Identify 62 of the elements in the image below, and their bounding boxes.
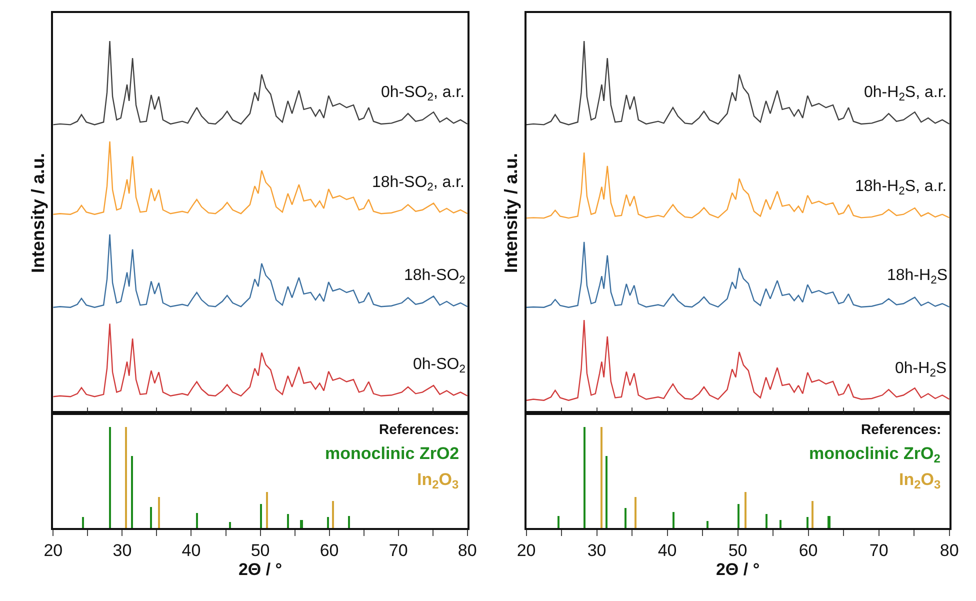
x-tick-label: 20 [516,541,536,560]
x-tick-label: 80 [458,541,477,560]
bar [811,501,814,528]
bar [260,504,262,528]
legend-title: References: [379,421,460,437]
text: In$_{2}$O$_{3}$ [417,470,459,492]
bar [744,492,746,528]
x-tick-label: 70 [388,541,408,560]
x-axis-title: 2Θ / ° [716,560,760,580]
series-label: 18h-H$_{2}$S [887,267,948,286]
bar [150,507,152,528]
x-tick-label: 60 [320,541,339,560]
bar [300,520,304,528]
legend-title: References: [861,421,942,437]
bar [600,427,602,528]
bar [332,501,334,528]
series-label: 18h-SO$_{2}$ [404,267,466,286]
x-axis-title: 2Θ / ° [238,560,282,580]
bar [109,427,112,528]
x-tick-label: 40 [658,541,677,560]
series-label: 18h-H$_{2}$S, a.r. [855,178,947,198]
series-label: 18h-SO$_{2}$, a.r. [372,174,464,194]
bar [634,497,636,528]
x-tick-label: 40 [182,541,201,560]
series-label: 0h-SO$_{2}$, a.r. [381,84,465,104]
y-axis-title: Intensity / a.u. [28,152,48,274]
bar [583,427,586,528]
bar [82,517,84,528]
x-tick-label: 30 [587,541,606,560]
text: monoclinic ZrO2 [325,444,460,463]
bar [827,516,830,528]
x-tick-label: 20 [44,541,63,560]
bar [806,517,808,528]
bar [779,520,782,528]
bar [624,508,626,528]
series-label: 0h-SO$_{2}$ [413,356,466,376]
bar [348,516,350,528]
x-tick-label: 60 [798,541,818,560]
x-tick-label: 70 [869,541,888,560]
series-label: 0h-H$_{2}$S [895,360,947,380]
bar [605,456,608,528]
bar [765,514,768,528]
bar [196,513,198,528]
x-tick-label: 50 [250,541,270,560]
text: monoclinic ZrO$_{2}$ [809,444,941,466]
x-tick-label: 80 [940,541,959,560]
bar [557,516,560,528]
bar [131,456,134,528]
series-label: 0h-H$_{2}$S, a.r. [864,84,947,104]
y-axis-title: Intensity / a.u. [501,152,522,274]
bar [229,522,232,528]
bar [266,492,268,528]
bar [672,512,674,528]
bar [327,517,330,528]
bar [287,514,290,528]
bar [158,497,160,528]
x-tick-label: 50 [728,541,748,560]
text: In$_{2}$O$_{3}$ [899,470,941,492]
bar [706,521,708,528]
bar [737,504,740,528]
x-tick-label: 30 [112,541,132,560]
bar [125,427,128,528]
